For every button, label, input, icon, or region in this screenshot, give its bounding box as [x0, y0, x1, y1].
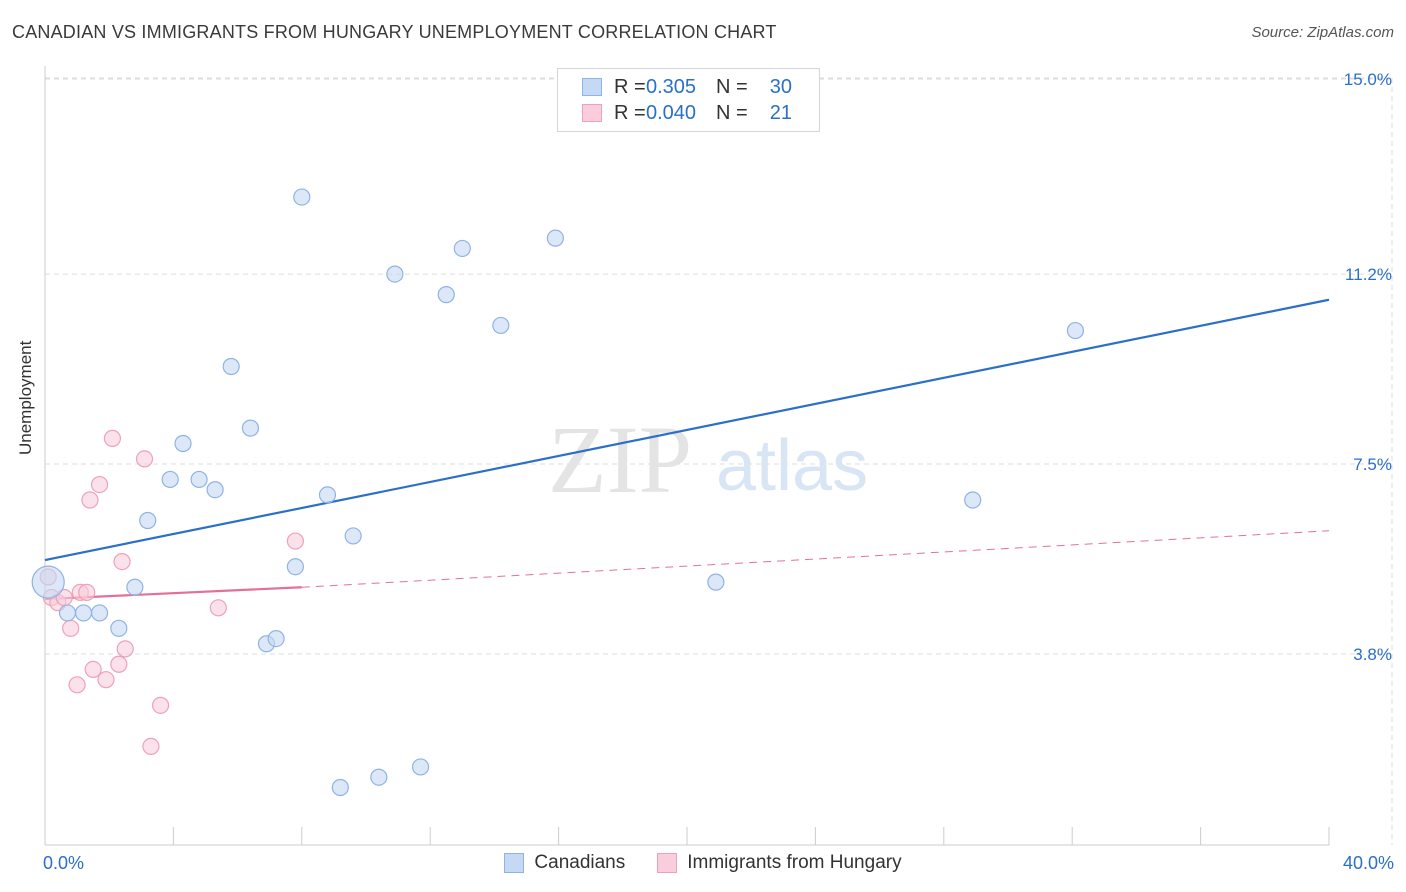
point-hungary [97, 671, 115, 689]
point-canadians [707, 573, 725, 591]
point-canadians [139, 511, 157, 530]
legend-item-hungary[interactable]: Immigrants from Hungary [657, 852, 902, 874]
point-hungary [103, 429, 122, 447]
point-canadians [293, 188, 311, 206]
legend-item-canadians[interactable]: Canadians [504, 852, 625, 874]
point-canadians [174, 434, 192, 453]
trend-line-canadians [44, 298, 1330, 562]
r-label: R = [614, 101, 646, 124]
point-hungary [90, 475, 109, 494]
y-tick-label: 11.2% [1345, 265, 1392, 284]
point-canadians [286, 558, 304, 576]
point-hungary [68, 676, 86, 694]
y-tick-label: 15.0% [1344, 70, 1392, 89]
point-canadians [453, 239, 471, 258]
point-hungary [209, 599, 227, 617]
chart-title: CANADIAN VS IMMIGRANTS FROM HUNGARY UNEM… [12, 22, 777, 42]
point-hungary [286, 532, 304, 550]
y-axis-label: Unemployment [16, 340, 35, 455]
n-value: 21 [769, 101, 792, 124]
point-canadians [344, 527, 362, 545]
point-canadians [190, 470, 208, 489]
r-label: R = [614, 75, 646, 98]
point-hungary [81, 491, 99, 509]
point-canadians [546, 229, 564, 247]
point-hungary [110, 655, 128, 673]
point-canadians [31, 565, 65, 599]
stats-row-hungary: R = 0.040 N = 21 [582, 101, 792, 125]
point-canadians [74, 604, 93, 622]
stats-row-canadians: R = 0.305 N = 30 [582, 75, 792, 99]
legend-label-hungary: Immigrants from Hungary [687, 852, 902, 873]
watermark-atlas: atlas [716, 426, 868, 506]
series-legend: Canadians Immigrants from Hungary [0, 852, 1406, 874]
trend-line-hungary-dashed [301, 530, 1330, 588]
point-hungary [62, 619, 80, 637]
point-canadians [964, 491, 982, 509]
point-canadians [110, 619, 128, 637]
x-tick-label: 40.0% [1343, 853, 1394, 873]
data-points [31, 188, 1085, 797]
point-canadians [126, 578, 144, 596]
point-canadians [161, 470, 179, 489]
n-label: N = [716, 75, 748, 98]
point-hungary [142, 737, 160, 756]
point-canadians [386, 265, 404, 283]
point-canadians [437, 286, 455, 304]
point-hungary [84, 660, 102, 679]
r-value: 0.305 [646, 75, 697, 98]
n-value: 30 [769, 75, 792, 98]
legend-label-canadians: Canadians [534, 852, 626, 873]
point-canadians [370, 768, 388, 786]
point-canadians [58, 604, 77, 622]
axes [44, 66, 1330, 846]
point-hungary [151, 696, 170, 714]
watermark: ZIP atlas [548, 406, 868, 513]
stats-legend: R = 0.305 N = 30 R = 0.040 N = 21 [557, 68, 820, 132]
n-label: N = [716, 101, 748, 124]
x-tick-label: 0.0% [43, 853, 84, 873]
point-canadians [267, 629, 285, 648]
point-hungary [135, 450, 154, 468]
legend-swatch-pink [582, 104, 602, 122]
source-label: Source: ZipAtlas.com [1251, 24, 1394, 41]
legend-swatch-blue [504, 853, 525, 873]
legend-swatch-pink [657, 853, 678, 873]
point-canadians [241, 419, 260, 437]
r-value: 0.040 [646, 101, 697, 124]
point-hungary [113, 552, 131, 571]
point-canadians [206, 481, 224, 499]
point-canadians [90, 604, 109, 622]
point-canadians [492, 316, 510, 335]
point-canadians [222, 357, 240, 376]
grid-lines [45, 77, 1393, 845]
y-tick-label: 3.8% [1353, 645, 1392, 664]
point-hungary [78, 583, 96, 601]
point-canadians [318, 486, 337, 504]
legend-swatch-blue [582, 78, 602, 96]
point-canadians [1066, 321, 1085, 340]
point-canadians [411, 758, 430, 776]
tick-labels: 3.8% 7.5% 11.2% 15.0% 0.0% 40.0% [43, 70, 1394, 873]
y-tick-label: 7.5% [1353, 455, 1392, 474]
watermark-zip: ZIP [548, 406, 692, 513]
point-canadians [331, 778, 349, 797]
point-hungary [116, 640, 134, 658]
